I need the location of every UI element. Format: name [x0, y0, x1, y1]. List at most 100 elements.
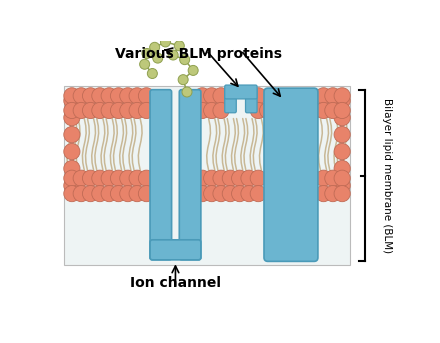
Circle shape: [250, 186, 266, 202]
Circle shape: [64, 143, 80, 159]
Circle shape: [315, 186, 332, 202]
Text: Various BLM proteins: Various BLM proteins: [115, 47, 282, 61]
Circle shape: [110, 170, 127, 186]
Circle shape: [82, 102, 99, 119]
Circle shape: [92, 88, 108, 104]
Circle shape: [194, 102, 210, 119]
Circle shape: [334, 161, 350, 177]
Circle shape: [73, 170, 89, 186]
Circle shape: [334, 109, 350, 126]
Circle shape: [138, 102, 154, 119]
Circle shape: [138, 186, 154, 202]
Circle shape: [180, 55, 190, 64]
Circle shape: [178, 75, 188, 85]
Circle shape: [168, 50, 178, 60]
Circle shape: [64, 186, 80, 202]
Circle shape: [194, 170, 210, 186]
Circle shape: [231, 186, 248, 202]
Circle shape: [213, 186, 229, 202]
Circle shape: [138, 88, 154, 104]
Circle shape: [142, 48, 152, 59]
Circle shape: [188, 66, 198, 75]
Circle shape: [334, 127, 350, 143]
Circle shape: [101, 88, 117, 104]
Circle shape: [147, 69, 158, 79]
Circle shape: [250, 102, 266, 119]
Circle shape: [213, 88, 229, 104]
Circle shape: [92, 170, 108, 186]
Circle shape: [260, 102, 276, 119]
FancyBboxPatch shape: [64, 86, 350, 265]
Circle shape: [222, 186, 238, 202]
Circle shape: [334, 170, 350, 186]
FancyBboxPatch shape: [225, 88, 236, 113]
Circle shape: [138, 170, 154, 186]
Circle shape: [174, 41, 184, 51]
Text: Ion channel: Ion channel: [130, 276, 221, 290]
Circle shape: [241, 170, 257, 186]
Circle shape: [334, 102, 350, 119]
Circle shape: [306, 102, 322, 119]
Circle shape: [150, 42, 160, 52]
Circle shape: [82, 170, 99, 186]
Circle shape: [129, 88, 145, 104]
Circle shape: [120, 88, 136, 104]
Text: Bilayer lipid membrane (BLM): Bilayer lipid membrane (BLM): [382, 98, 392, 253]
Circle shape: [129, 170, 145, 186]
FancyBboxPatch shape: [180, 90, 201, 260]
Circle shape: [92, 186, 108, 202]
Circle shape: [82, 88, 99, 104]
Circle shape: [241, 186, 257, 202]
FancyBboxPatch shape: [246, 88, 257, 113]
Circle shape: [153, 53, 163, 63]
Circle shape: [334, 186, 350, 202]
Circle shape: [315, 170, 332, 186]
Circle shape: [315, 102, 332, 119]
Circle shape: [325, 170, 341, 186]
Circle shape: [194, 88, 210, 104]
Circle shape: [334, 143, 350, 159]
Circle shape: [204, 170, 220, 186]
Circle shape: [204, 88, 220, 104]
Circle shape: [110, 88, 127, 104]
Circle shape: [325, 186, 341, 202]
Circle shape: [120, 170, 136, 186]
Circle shape: [64, 161, 80, 177]
Circle shape: [92, 102, 108, 119]
Circle shape: [139, 59, 150, 69]
Circle shape: [64, 109, 80, 126]
Circle shape: [315, 88, 332, 104]
Circle shape: [120, 102, 136, 119]
Circle shape: [250, 170, 266, 186]
FancyBboxPatch shape: [225, 85, 257, 99]
Circle shape: [64, 177, 80, 193]
Circle shape: [110, 102, 127, 119]
Circle shape: [110, 186, 127, 202]
Circle shape: [129, 102, 145, 119]
Circle shape: [101, 186, 117, 202]
Circle shape: [325, 88, 341, 104]
Circle shape: [101, 170, 117, 186]
Circle shape: [73, 186, 89, 202]
Circle shape: [120, 186, 136, 202]
Circle shape: [334, 88, 350, 104]
Circle shape: [64, 88, 80, 104]
Circle shape: [73, 88, 89, 104]
Circle shape: [73, 102, 89, 119]
Circle shape: [129, 186, 145, 202]
FancyBboxPatch shape: [264, 88, 318, 261]
Circle shape: [64, 102, 80, 119]
Circle shape: [64, 170, 80, 186]
Circle shape: [250, 88, 266, 104]
Circle shape: [64, 127, 80, 143]
Circle shape: [194, 186, 210, 202]
Circle shape: [64, 93, 80, 109]
Circle shape: [325, 102, 341, 119]
Circle shape: [204, 186, 220, 202]
Circle shape: [101, 102, 117, 119]
Circle shape: [213, 170, 229, 186]
FancyBboxPatch shape: [150, 240, 201, 260]
Circle shape: [334, 177, 350, 193]
Circle shape: [161, 37, 170, 47]
Circle shape: [182, 87, 192, 97]
